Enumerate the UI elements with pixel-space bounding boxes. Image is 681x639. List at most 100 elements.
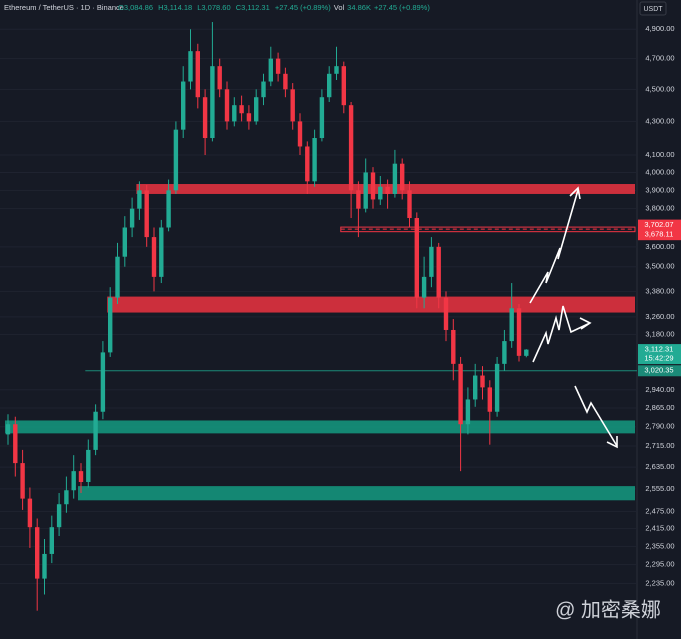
ohlc-value: O3,084.86 bbox=[118, 3, 153, 12]
candle-body bbox=[458, 363, 463, 425]
arrow-down bbox=[574, 385, 618, 447]
candle-body bbox=[319, 97, 325, 139]
candle-body bbox=[232, 105, 237, 122]
candle-body bbox=[370, 172, 376, 200]
candle-body bbox=[334, 66, 339, 74]
candle-body bbox=[327, 73, 332, 98]
candle-body bbox=[494, 363, 500, 412]
candle-body bbox=[115, 256, 120, 298]
candle-body bbox=[407, 190, 412, 219]
candle-body bbox=[129, 208, 135, 228]
candle-body bbox=[13, 424, 18, 464]
y-tick-label: 2,715.00 bbox=[645, 441, 674, 450]
y-tick-label: 4,500.00 bbox=[645, 84, 674, 93]
candle-body bbox=[385, 186, 390, 194]
candle-body bbox=[451, 329, 456, 364]
candle-body bbox=[341, 66, 346, 106]
candle-body bbox=[414, 218, 419, 298]
candle-body bbox=[188, 51, 193, 82]
candle-body bbox=[421, 276, 427, 298]
ohlc-value: C3,112.31 bbox=[234, 3, 270, 12]
y-tick-label: 3,800.00 bbox=[645, 204, 674, 213]
candle-body bbox=[56, 504, 62, 528]
annotation-arrows bbox=[529, 186, 618, 449]
candle-body bbox=[429, 246, 434, 277]
y-tick-label: 3,380.00 bbox=[645, 286, 674, 295]
y-tick-label: 4,900.00 bbox=[645, 24, 674, 33]
grid bbox=[0, 28, 637, 584]
candle-body bbox=[137, 190, 142, 209]
candle-body bbox=[378, 186, 383, 200]
candle-body bbox=[78, 471, 84, 482]
ohlc-value: +27.45 (+0.89%) bbox=[273, 3, 331, 12]
arrowhead bbox=[606, 436, 618, 449]
candle-body bbox=[443, 297, 449, 330]
price-label-box bbox=[638, 344, 681, 365]
candle-body bbox=[305, 146, 310, 182]
candle-body bbox=[151, 237, 157, 277]
volume-value: 34.86K bbox=[347, 3, 371, 12]
candles bbox=[5, 22, 529, 611]
zone bbox=[78, 486, 635, 501]
candle-body bbox=[71, 471, 76, 491]
candle-body bbox=[516, 308, 522, 356]
candle-body bbox=[181, 81, 186, 130]
candle-body bbox=[166, 190, 171, 228]
price-label-box bbox=[638, 219, 681, 231]
countdown: 15:42:29 bbox=[644, 354, 673, 363]
candle-body bbox=[283, 73, 288, 90]
ohlc-value: L3,078.60 bbox=[195, 3, 230, 12]
candle-body bbox=[261, 81, 266, 98]
candle-body bbox=[86, 449, 91, 482]
y-tick-label: 2,235.00 bbox=[645, 578, 674, 587]
candle-body bbox=[524, 349, 529, 356]
candle-body bbox=[392, 163, 398, 194]
candle-body bbox=[239, 105, 244, 114]
candle-body bbox=[473, 375, 478, 400]
y-tick-label: 3,900.00 bbox=[645, 185, 674, 194]
y-tick-label: 3,600.00 bbox=[645, 242, 674, 251]
candle-body bbox=[100, 352, 106, 412]
candle-body bbox=[27, 498, 33, 528]
candle-body bbox=[400, 163, 405, 191]
price-label: 3,112.31 bbox=[645, 345, 674, 354]
y-tick-label: 2,475.00 bbox=[645, 506, 674, 515]
candle-body bbox=[93, 411, 98, 450]
candle-body bbox=[509, 308, 514, 342]
candle-body bbox=[159, 227, 164, 277]
candle-body bbox=[224, 89, 230, 122]
candle-body bbox=[363, 172, 368, 209]
zone bbox=[5, 420, 635, 434]
candle-body bbox=[122, 227, 127, 257]
volume-value: +27.45 (+0.89%) bbox=[374, 3, 430, 12]
candle-body bbox=[144, 190, 149, 238]
arrowhead bbox=[579, 317, 592, 330]
symbol: Ethereum / TetherUS · 1D · Binance bbox=[4, 3, 124, 12]
y-tick-label: 2,790.00 bbox=[645, 422, 674, 431]
candle-body bbox=[246, 113, 252, 122]
candle-body bbox=[173, 129, 179, 191]
y-tick-label: 2,865.00 bbox=[645, 403, 674, 412]
price-label: 3,702.07 bbox=[644, 220, 673, 229]
price-label: 3,020.35 bbox=[644, 366, 673, 375]
candle-body bbox=[202, 97, 208, 139]
candle-body bbox=[108, 297, 113, 353]
candle-body bbox=[64, 490, 69, 505]
volume-value: Vol bbox=[334, 3, 345, 12]
candle-body bbox=[254, 97, 259, 122]
candle-body bbox=[195, 51, 200, 98]
candle-body bbox=[20, 463, 25, 499]
arrow-up-long bbox=[529, 189, 579, 304]
candle-body bbox=[480, 375, 485, 388]
arrowhead bbox=[569, 186, 581, 200]
price-label: 3,678.11 bbox=[645, 230, 674, 239]
ohlc-header: O3,084.86 H3,114.18 L3,078.60 C3,112.31 … bbox=[118, 3, 430, 12]
candle-body bbox=[49, 527, 54, 554]
y-tick-label: 2,635.00 bbox=[645, 462, 674, 471]
candle-body bbox=[465, 399, 471, 425]
y-tick-label: 4,000.00 bbox=[645, 167, 674, 176]
y-tick-label: 3,180.00 bbox=[645, 329, 674, 338]
candle-body bbox=[290, 89, 295, 122]
